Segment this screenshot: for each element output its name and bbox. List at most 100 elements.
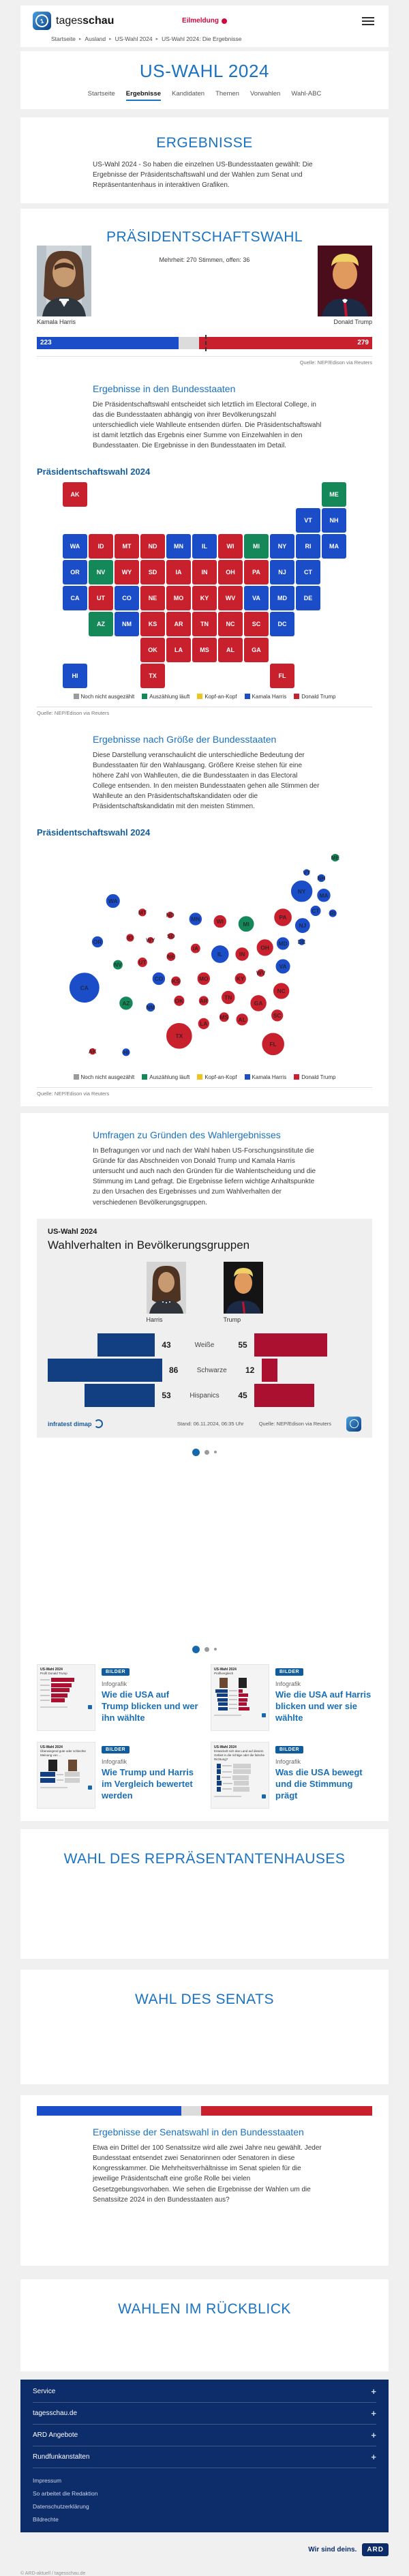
tab-kandidaten[interactable]: Kandidaten [172, 90, 205, 98]
state-bubble-MT[interactable]: MT [138, 907, 147, 917]
state-tile-ME[interactable]: ME [322, 482, 346, 507]
state-tile-LA[interactable]: LA [166, 637, 191, 662]
state-bubble-SC[interactable]: SC [271, 1008, 284, 1022]
carousel-dot[interactable] [204, 1646, 209, 1652]
state-bubble-NV[interactable]: NV [112, 959, 123, 971]
state-tile-NV[interactable]: NV [89, 559, 113, 584]
state-tile-CA[interactable]: CA [63, 585, 87, 610]
state-bubble-LA[interactable]: LA [197, 1017, 210, 1030]
breadcrumb-item[interactable]: Startseite [51, 35, 76, 42]
state-tile-VA[interactable]: VA [244, 585, 269, 610]
state-tile-OK[interactable]: OK [140, 637, 165, 662]
state-bubble-GA[interactable]: GA [249, 994, 267, 1012]
tab-themen[interactable]: Themen [215, 90, 239, 98]
state-bubble-WV[interactable]: WV [256, 968, 266, 977]
state-tile-MI[interactable]: MI [244, 533, 269, 559]
state-bubble-CO[interactable]: CO [151, 971, 166, 986]
teaser-title[interactable]: Wie die USA auf Trump blicken und wer ih… [102, 1689, 198, 1723]
teaser-title[interactable]: Was die USA bewegt und die Stimmung präg… [275, 1766, 363, 1801]
state-bubble-PA[interactable]: PA [273, 907, 292, 927]
state-tile-SC[interactable]: SC [244, 611, 269, 636]
state-tile-KS[interactable]: KS [140, 611, 165, 636]
state-tile-AR[interactable]: AR [166, 611, 191, 636]
state-tile-VT[interactable]: VT [296, 507, 320, 533]
state-bubble-AR[interactable]: AR [198, 995, 209, 1006]
state-tile-ID[interactable]: ID [89, 533, 113, 559]
state-bubble-ID[interactable]: ID [125, 933, 135, 943]
state-bubble-IL[interactable]: IL [210, 944, 230, 964]
state-bubble-WA[interactable]: WA [105, 893, 121, 908]
footer-link[interactable]: Bildrechte [33, 2515, 59, 2523]
state-bubble-NY[interactable]: NY [290, 879, 314, 902]
footer-link[interactable]: So arbeitet die Redaktion [33, 2489, 98, 2497]
breaking-news-link[interactable]: Eilmeldung [182, 17, 227, 25]
state-bubble-HI[interactable]: HI [121, 1047, 131, 1057]
state-tile-TX[interactable]: TX [140, 663, 165, 688]
state-bubble-MO[interactable]: MO [196, 971, 211, 986]
state-tile-WA[interactable]: WA [63, 533, 87, 559]
carousel-dot[interactable] [204, 1449, 209, 1455]
state-bubble-AZ[interactable]: AZ [119, 995, 134, 1011]
tab-wahl-abc[interactable]: Wahl-ABC [291, 90, 322, 98]
teaser-title[interactable]: Wie Trump und Harris im Vergleich bewert… [102, 1766, 194, 1801]
state-bubble-KS[interactable]: KS [170, 975, 181, 987]
state-tile-DC[interactable]: DC [270, 611, 294, 636]
state-tile-WY[interactable]: WY [115, 559, 139, 584]
state-tile-AL[interactable]: AL [218, 637, 243, 662]
carousel-dot-active[interactable] [192, 1645, 200, 1653]
state-tile-NC[interactable]: NC [218, 611, 243, 636]
state-tile-NH[interactable]: NH [322, 507, 346, 533]
menu-icon[interactable] [360, 13, 376, 29]
state-tile-SD[interactable]: SD [140, 559, 165, 584]
state-bubble-DE[interactable]: DE [298, 937, 306, 946]
footer-accordion-tagesschau-de[interactable]: tagesschau.de + [33, 2403, 376, 2425]
tab-vorwahlen[interactable]: Vorwahlen [249, 90, 281, 98]
state-bubble-OK[interactable]: OK [173, 994, 185, 1007]
tagesschau-logo[interactable]: 1 tagesschau [33, 12, 114, 30]
state-tile-MN[interactable]: MN [166, 533, 191, 559]
state-bubble-MD[interactable]: MD [275, 936, 290, 951]
state-tile-MD[interactable]: MD [270, 585, 294, 610]
state-tile-IA[interactable]: IA [166, 559, 191, 584]
state-bubble-OR[interactable]: OR [91, 935, 104, 948]
state-bubble-WY[interactable]: WY [146, 936, 155, 945]
state-tile-MS[interactable]: MS [192, 637, 217, 662]
teaser-title[interactable]: Wie die USA auf Harris blicken und wer s… [275, 1689, 372, 1723]
state-tile-KY[interactable]: KY [192, 585, 217, 610]
state-tile-AZ[interactable]: AZ [89, 611, 113, 636]
state-bubble-ME[interactable]: ME [331, 853, 339, 862]
state-bubble-AL[interactable]: AL [235, 1012, 249, 1026]
state-bubble-MI[interactable]: MI [237, 915, 255, 932]
state-bubble-ND[interactable]: ND [166, 911, 175, 919]
state-tile-NM[interactable]: NM [115, 611, 139, 636]
state-tile-MO[interactable]: MO [166, 585, 191, 610]
state-tile-RI[interactable]: RI [296, 533, 320, 559]
footer-accordion-ard-angebote[interactable]: ARD Angebote + [33, 2425, 376, 2446]
carousel-dot[interactable] [214, 1451, 217, 1454]
state-tile-HI[interactable]: HI [63, 663, 87, 688]
state-bubble-MN[interactable]: MN [188, 911, 203, 926]
carousel-dot-active[interactable] [192, 1448, 200, 1456]
state-bubble-NE[interactable]: NE [166, 951, 177, 962]
state-bubble-NH[interactable]: NH [316, 873, 326, 883]
state-bubble-AK[interactable]: AK [89, 1047, 97, 1056]
footer-link[interactable]: Impressum [33, 2476, 62, 2484]
state-tile-NJ[interactable]: NJ [270, 559, 294, 584]
tab-ergebnisse[interactable]: Ergebnisse [125, 90, 162, 101]
breadcrumb-item[interactable]: US-Wahl 2024: Die Ergebnisse [162, 35, 242, 42]
state-tile-OH[interactable]: OH [218, 559, 243, 584]
state-bubble-SD[interactable]: SD [167, 932, 175, 941]
state-tile-WI[interactable]: WI [218, 533, 243, 559]
state-bubble-FL[interactable]: FL [261, 1032, 285, 1056]
state-bubble-NC[interactable]: NC [272, 981, 290, 1000]
teaser-card-3[interactable]: US-Wahl 2024 Überwiegend gute oder schlec… [37, 1741, 198, 1809]
state-tile-WV[interactable]: WV [218, 585, 243, 610]
footer-link[interactable]: Datenschutzerklärung [33, 2502, 89, 2510]
state-tile-IN[interactable]: IN [192, 559, 217, 584]
tab-startseite[interactable]: Startseite [87, 90, 115, 98]
state-bubble-VT[interactable]: VT [303, 868, 311, 876]
state-bubble-OH[interactable]: OH [256, 938, 274, 957]
state-bubble-VA[interactable]: VA [275, 958, 291, 975]
state-tile-GA[interactable]: GA [244, 637, 269, 662]
state-bubble-CT[interactable]: CT [309, 904, 322, 917]
